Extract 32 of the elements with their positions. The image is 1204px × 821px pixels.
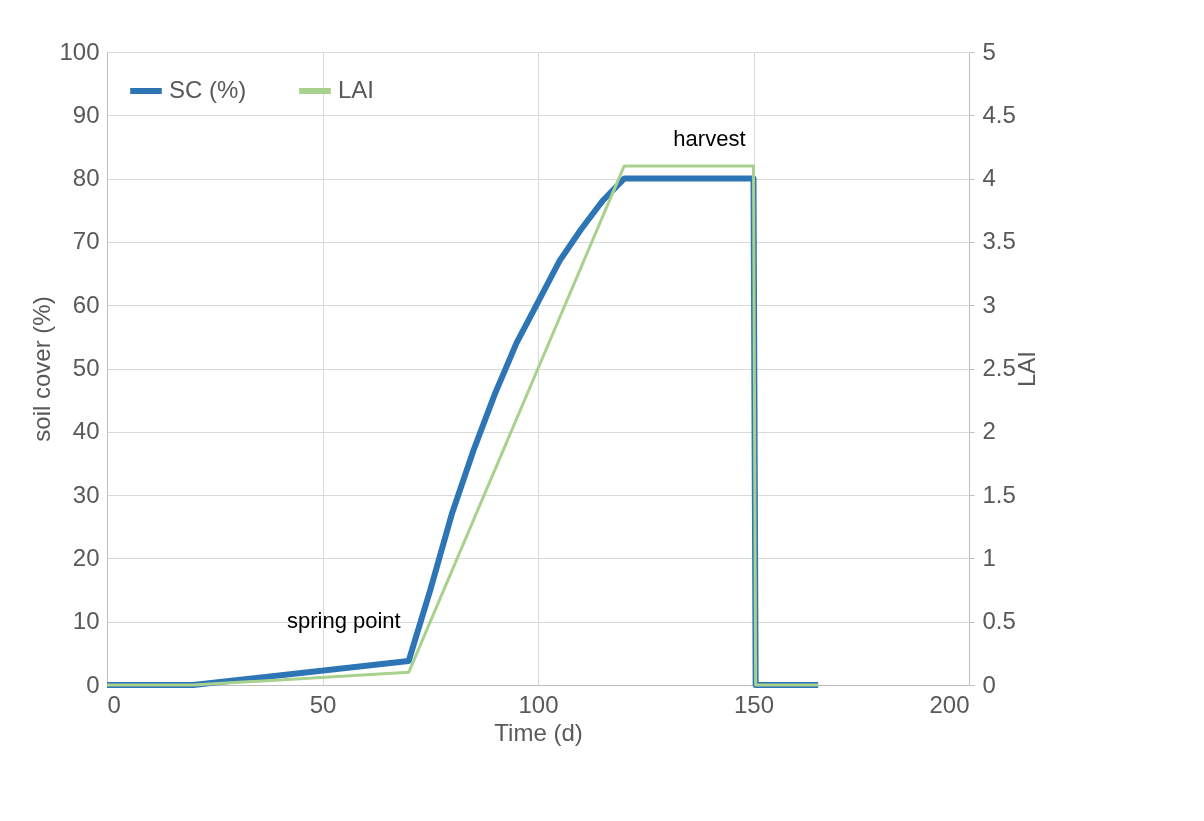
legend-label: LAI [338, 76, 375, 103]
y-tick-label: 0 [86, 670, 100, 698]
x-tick-label: 0 [107, 690, 121, 718]
y-tick-label: 60 [72, 290, 100, 318]
y-tick-label: 80 [72, 164, 100, 192]
legend-label: SC (%) [169, 76, 247, 103]
y2-tick-label: 0 [982, 670, 996, 698]
y-tick-label: 50 [72, 354, 100, 381]
y2-tick-label: 5 [982, 37, 996, 65]
y-tick-label: 40 [72, 417, 100, 445]
y-tick-label: 90 [72, 100, 100, 128]
x-axis-title: Time (d) [494, 718, 583, 746]
y-tick-label: 70 [72, 227, 100, 255]
y-tick-label: 10 [72, 607, 100, 635]
y2-tick-label: 1.5 [982, 480, 1016, 508]
y2-tick-label: 4 [982, 164, 996, 192]
annotation: harvest [673, 125, 746, 151]
x-tick-label: 200 [929, 690, 970, 718]
x-tick-label: 150 [733, 690, 775, 718]
y2-tick-label: 3.5 [982, 227, 1016, 255]
y-tick-label: 20 [72, 543, 100, 571]
y2-tick-label: 0.5 [982, 607, 1016, 635]
x-tick-label: 50 [309, 690, 337, 718]
y-tick-label: 30 [72, 480, 100, 508]
annotation: spring point [286, 607, 401, 633]
y2-tick-label: 3 [982, 290, 996, 318]
y2-tick-label: 4.5 [982, 100, 1016, 128]
y2-tick-label: 2 [982, 417, 996, 445]
y-axis-title: soil cover (%) [28, 296, 56, 442]
x-tick-label: 100 [518, 690, 559, 718]
y-tick-label: 100 [59, 37, 100, 65]
y2-tick-label: 1 [982, 543, 996, 571]
